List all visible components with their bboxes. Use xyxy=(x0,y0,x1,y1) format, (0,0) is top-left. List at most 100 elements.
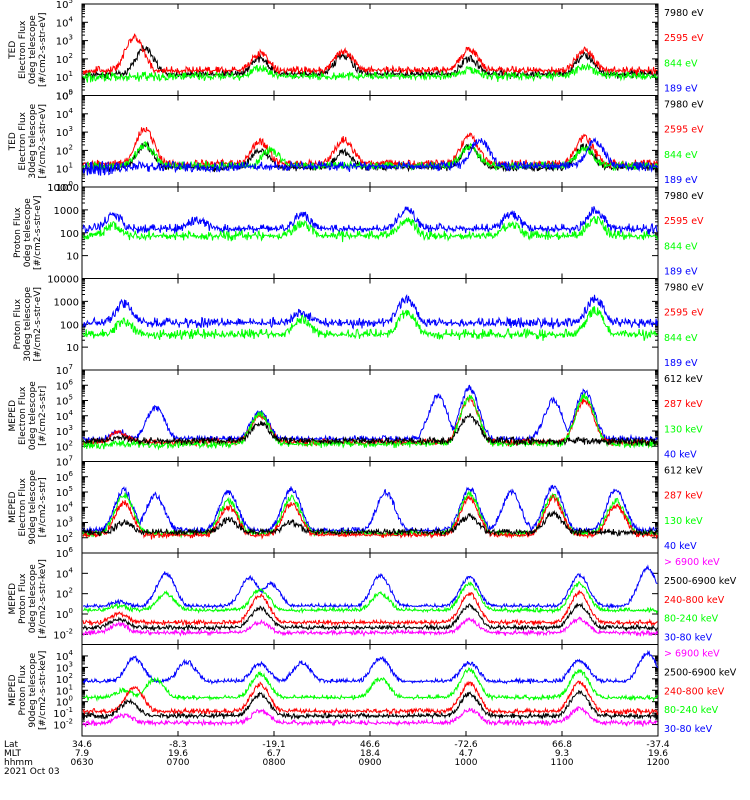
y-tick-label: 102 xyxy=(56,531,73,545)
legend-entry: 2500-6900 keV xyxy=(664,667,737,678)
y-axis-label: 0deg telescope xyxy=(28,381,38,451)
x-tick-label: 4.7 xyxy=(459,749,473,759)
panel-3: 10 100 1000 10000 Proton Flux 0deg telescope[… xyxy=(13,183,704,279)
x-tick-label: -19.1 xyxy=(262,740,285,750)
legend-entry: 30-80 keV xyxy=(664,724,713,735)
y-tick-label: 104 xyxy=(56,500,74,514)
green-series-trace xyxy=(82,393,658,451)
legend-entry: 287 keV xyxy=(664,491,703,502)
x-tick-label: 18.4 xyxy=(360,749,380,759)
y-tick-label: 105 xyxy=(56,394,73,408)
y-tick-label: 103 xyxy=(56,424,73,438)
y-tick-label: 10000 xyxy=(47,275,79,286)
y-tick-label: 101 xyxy=(56,70,73,84)
y-tick-label: 102 xyxy=(56,52,73,66)
y-tick-label: 106 xyxy=(56,470,74,484)
x-tick-label: 34.6 xyxy=(72,740,92,750)
legend-entry: 7980 eV xyxy=(664,8,704,19)
legend-entry: 612 keV xyxy=(664,374,703,385)
y-tick-label: 1000 xyxy=(54,206,79,217)
y-axis-label: Electron Flux xyxy=(18,477,28,536)
blue-series-trace xyxy=(82,484,658,535)
legend-entry: 844 eV xyxy=(664,58,698,69)
legend-entry: 189 eV xyxy=(664,84,698,95)
y-tick-label: 1000 xyxy=(54,297,79,308)
y-axis-label: 90deg telescope xyxy=(28,469,38,544)
y-tick-label: 105 xyxy=(56,485,73,499)
green-series-trace xyxy=(82,306,658,341)
x-tick-label: 19.6 xyxy=(168,749,188,759)
red-series-trace xyxy=(82,680,658,717)
y-tick-label: 101 xyxy=(56,162,73,176)
y-axis-label: 0deg telescope xyxy=(28,15,38,85)
date-label: 2021 Oct 03 xyxy=(4,767,60,777)
y-axis-label: Proton Flux xyxy=(13,298,23,349)
legend-entry: 844 eV xyxy=(664,333,698,344)
y-tick-label: 103 xyxy=(56,34,73,48)
y-axis-label: TED xyxy=(8,132,18,151)
x-tick-label: 9.3 xyxy=(555,749,569,759)
legend-entry: > 6900 keV xyxy=(664,557,720,568)
panel-7: 10-2 100 102 104 106 MEPED Proton Flux 0deg tel… xyxy=(8,546,737,645)
legend-entry: 287 keV xyxy=(664,399,703,410)
x-tick-label: 1200 xyxy=(647,758,670,768)
x-tick-label: 1100 xyxy=(551,758,574,768)
panel-frame xyxy=(81,461,659,554)
x-tick-label: 7.9 xyxy=(75,749,90,759)
y-axis-label: [#/cm2-s-str-eV] xyxy=(33,287,43,362)
legend-entry: 612 keV xyxy=(664,466,703,477)
y-axis-label: MEPED xyxy=(8,674,18,706)
y-tick-label: 100 xyxy=(56,607,73,621)
y-axis-label: MEPED xyxy=(8,491,18,523)
legend-entry: 130 keV xyxy=(664,516,703,527)
y-axis-label: 0deg telescope xyxy=(28,564,38,634)
legend-entry: 40 keV xyxy=(664,450,697,461)
y-axis-label: 30deg telescope xyxy=(28,103,38,178)
red-series-trace xyxy=(82,33,658,76)
legend-entry: 30-80 keV xyxy=(664,633,713,644)
y-tick-label: 106 xyxy=(56,546,74,560)
y-tick-label: 103 xyxy=(56,516,73,530)
legend-entry: 7980 eV xyxy=(664,100,704,111)
y-axis-label: [#/cm2-s-str-eV] xyxy=(38,104,48,179)
y-axis-label: Electron Flux xyxy=(18,386,28,445)
x-tick-label: 6.7 xyxy=(267,749,281,759)
legend-entry: 844 eV xyxy=(664,241,698,252)
green-series-trace xyxy=(82,581,658,615)
x-tick-label: 1000 xyxy=(455,758,478,768)
y-tick-label: 10000 xyxy=(47,183,79,194)
x-row-label: hhmm xyxy=(4,758,33,768)
legend-entry: 189 eV xyxy=(664,267,698,278)
legend-entry: 2500-6900 keV xyxy=(664,576,737,587)
legend-entry: 240-800 keV xyxy=(664,595,725,606)
legend-entry: 130 keV xyxy=(664,424,703,435)
legend-entry: 7980 eV xyxy=(664,191,704,202)
green-series-trace xyxy=(82,62,658,83)
y-axis-label: [#/cm2-s-str] xyxy=(38,477,48,537)
y-tick-label: 100 xyxy=(60,320,79,331)
blue-series-trace xyxy=(82,564,658,611)
x-row-label: Lat xyxy=(4,740,19,750)
y-axis-label: [#/cm2-s-str-keV] xyxy=(38,559,48,638)
x-tick-label: 0800 xyxy=(263,758,286,768)
magenta-series-trace xyxy=(82,616,658,638)
y-tick-label: 103 xyxy=(56,125,73,139)
y-axis-label: [#/cm2-s-str-eV] xyxy=(38,12,48,87)
y-axis-label: 90deg telescope xyxy=(28,652,38,727)
y-tick-label: 104 xyxy=(56,15,74,29)
y-tick-label: 104 xyxy=(56,107,74,121)
red-series-trace xyxy=(82,589,658,628)
magenta-series-trace xyxy=(82,706,658,727)
x-row-label: MLT xyxy=(4,749,22,759)
black-series-trace xyxy=(82,509,658,537)
blue-series-trace xyxy=(82,206,658,235)
legend-entry: 2595 eV xyxy=(664,125,704,136)
black-series-trace xyxy=(82,602,658,633)
black-series-trace xyxy=(82,689,658,722)
y-tick-label: 107 xyxy=(56,363,73,377)
